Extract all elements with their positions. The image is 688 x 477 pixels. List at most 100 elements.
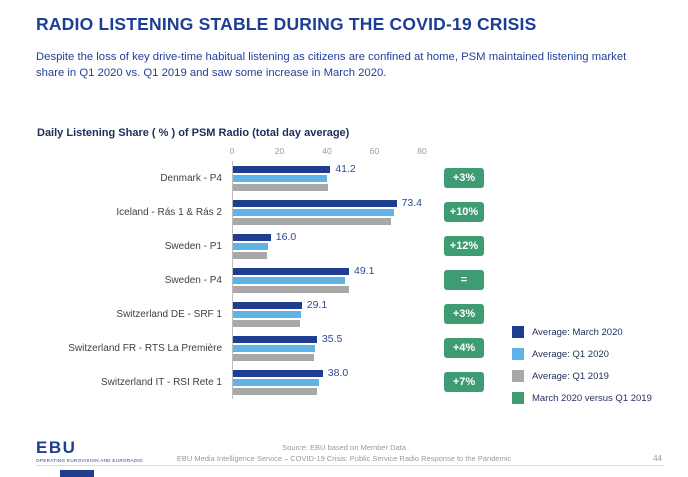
- bar-march-2020: [233, 199, 397, 207]
- bar-march-2020: [233, 369, 323, 377]
- bar-q1-2019: [233, 217, 391, 225]
- bar-line: [233, 174, 422, 182]
- plot-area: 29.1: [232, 297, 422, 331]
- bar-line: [233, 217, 422, 225]
- change-badge: +12%: [444, 236, 484, 256]
- ebu-logo-text: EBU: [36, 438, 77, 457]
- bar-march-2020: [233, 267, 349, 275]
- bar-q1-2020: [233, 242, 268, 250]
- bar-q1-2020: [233, 276, 346, 284]
- bar-line: [233, 276, 422, 284]
- ebu-logo-bar: [60, 470, 94, 477]
- plot-area: 16.0: [232, 229, 422, 263]
- legend-label: March 2020 versus Q1 2019: [532, 392, 652, 404]
- x-axis-tick-label: 40: [322, 146, 332, 156]
- bar-march-2020: [233, 165, 331, 173]
- plot-area: 49.1: [232, 263, 422, 297]
- bar-line: [233, 344, 422, 352]
- bar-q1-2020: [233, 208, 394, 216]
- bar-line: 29.1: [233, 299, 422, 311]
- bar-q1-2019: [233, 183, 328, 191]
- chart-row: Switzerland FR - RTS La Première 35.5 +4%: [36, 331, 488, 365]
- change-badge: +10%: [444, 202, 484, 222]
- x-axis-tick-label: 20: [274, 146, 285, 156]
- change-badge: +3%: [444, 168, 484, 188]
- legend-item: Average: Q1 2019: [512, 370, 652, 382]
- x-axis-tick-label: 60: [369, 146, 380, 156]
- chart-row: Denmark - P4 41.2 +3%: [36, 161, 488, 195]
- bar-line: 73.4: [233, 197, 422, 209]
- bar-line: [233, 353, 422, 361]
- chart-row: Sweden - P4 49.1 =: [36, 263, 488, 297]
- legend-label: Average: Q1 2020: [532, 348, 609, 360]
- page-number: 44: [653, 454, 662, 463]
- bar-line: [233, 183, 422, 191]
- legend-swatch: [512, 392, 524, 404]
- bar-line: 49.1: [233, 265, 422, 277]
- bar-march-2020: [233, 301, 302, 309]
- bar-q1-2020: [233, 344, 316, 352]
- bar-chart: 0 20 40 60 80 Denmark - P4 41.2 +3% Iceland - R…: [36, 146, 488, 399]
- legend: Average: March 2020 Average: Q1 2020 Avera…: [512, 326, 652, 414]
- value-label: 38.0: [327, 367, 349, 379]
- bar-line: 38.0: [233, 367, 422, 379]
- category-label: Switzerland IT - RSI Rete 1: [101, 376, 222, 388]
- plot-area: 41.2: [232, 161, 422, 195]
- category-label: Denmark - P4: [160, 172, 222, 184]
- legend-item: Average: March 2020: [512, 326, 652, 338]
- bar-line: [233, 242, 422, 250]
- ebu-logo-tagline: OPERATING EUROVISION AND EURORADIO: [36, 458, 143, 463]
- x-axis-ticks: 0 20 40 60 80: [229, 146, 427, 161]
- category-label: Switzerland DE - SRF 1: [116, 308, 222, 320]
- category-label: Sweden - P4: [164, 274, 222, 286]
- change-badge: +4%: [444, 338, 484, 358]
- value-label: 49.1: [353, 265, 375, 277]
- footer-divider: [36, 465, 664, 466]
- chart-rows: Denmark - P4 41.2 +3% Iceland - Rás 1 & Rás…: [36, 161, 488, 399]
- footer-service: EBU Media Intelligence Service – COVID-1…: [176, 454, 512, 463]
- change-badge: =: [444, 270, 484, 290]
- bar-line: [233, 208, 422, 216]
- bar-line: [233, 319, 422, 327]
- legend-label: Average: Q1 2019: [532, 370, 609, 382]
- chart-row: Switzerland IT - RSI Rete 1 38.0 +7%: [36, 365, 488, 399]
- value-label: 41.2: [335, 163, 356, 175]
- bar-line: [233, 387, 422, 395]
- bar-q1-2019: [233, 319, 300, 327]
- bar-q1-2019: [233, 353, 314, 361]
- bar-line: 35.5: [233, 333, 422, 345]
- bar-q1-2019: [233, 251, 267, 259]
- value-label: 16.0: [275, 231, 297, 243]
- legend-swatch: [512, 326, 524, 338]
- chart-row: Iceland - Rás 1 & Rás 2 73.4 +10%: [36, 195, 488, 229]
- legend-item: March 2020 versus Q1 2019: [512, 392, 652, 404]
- footer-source: Source: EBU based on Member Data: [282, 443, 406, 452]
- bar-march-2020: [233, 335, 317, 343]
- x-axis-tick-label: 0: [229, 146, 235, 156]
- change-badge: +7%: [444, 372, 484, 392]
- ebu-logo: EBU OPERATING EUROVISION AND EURORADIO: [36, 439, 143, 463]
- bar-line: 41.2: [233, 163, 422, 175]
- x-axis-tick-label: 80: [417, 146, 427, 156]
- subtitle: Despite the loss of key drive-time habit…: [36, 51, 627, 79]
- legend-label: Average: March 2020: [532, 326, 623, 338]
- bar-line: [233, 310, 422, 318]
- page-title: RADIO LISTENING STABLE DURING THE COVID-…: [36, 14, 537, 34]
- legend-swatch: [512, 348, 524, 360]
- bar-q1-2020: [233, 378, 320, 386]
- chart-row: Switzerland DE - SRF 1 29.1 +3%: [36, 297, 488, 331]
- plot-area: 73.4: [232, 195, 422, 229]
- legend-swatch: [512, 370, 524, 382]
- legend-item: Average: Q1 2020: [512, 348, 652, 360]
- bar-q1-2020: [233, 310, 302, 318]
- value-label: 73.4: [401, 197, 422, 209]
- category-label: Iceland - Rás 1 & Rás 2: [116, 206, 222, 218]
- bar-line: [233, 285, 422, 293]
- bar-march-2020: [233, 233, 271, 241]
- plot-area: 38.0: [232, 365, 422, 399]
- bar-line: [233, 251, 422, 259]
- plot-area: 35.5: [232, 331, 422, 365]
- bar-line: [233, 378, 422, 386]
- chart-title: Daily Listening Share ( % ) of PSM Radio…: [37, 127, 350, 139]
